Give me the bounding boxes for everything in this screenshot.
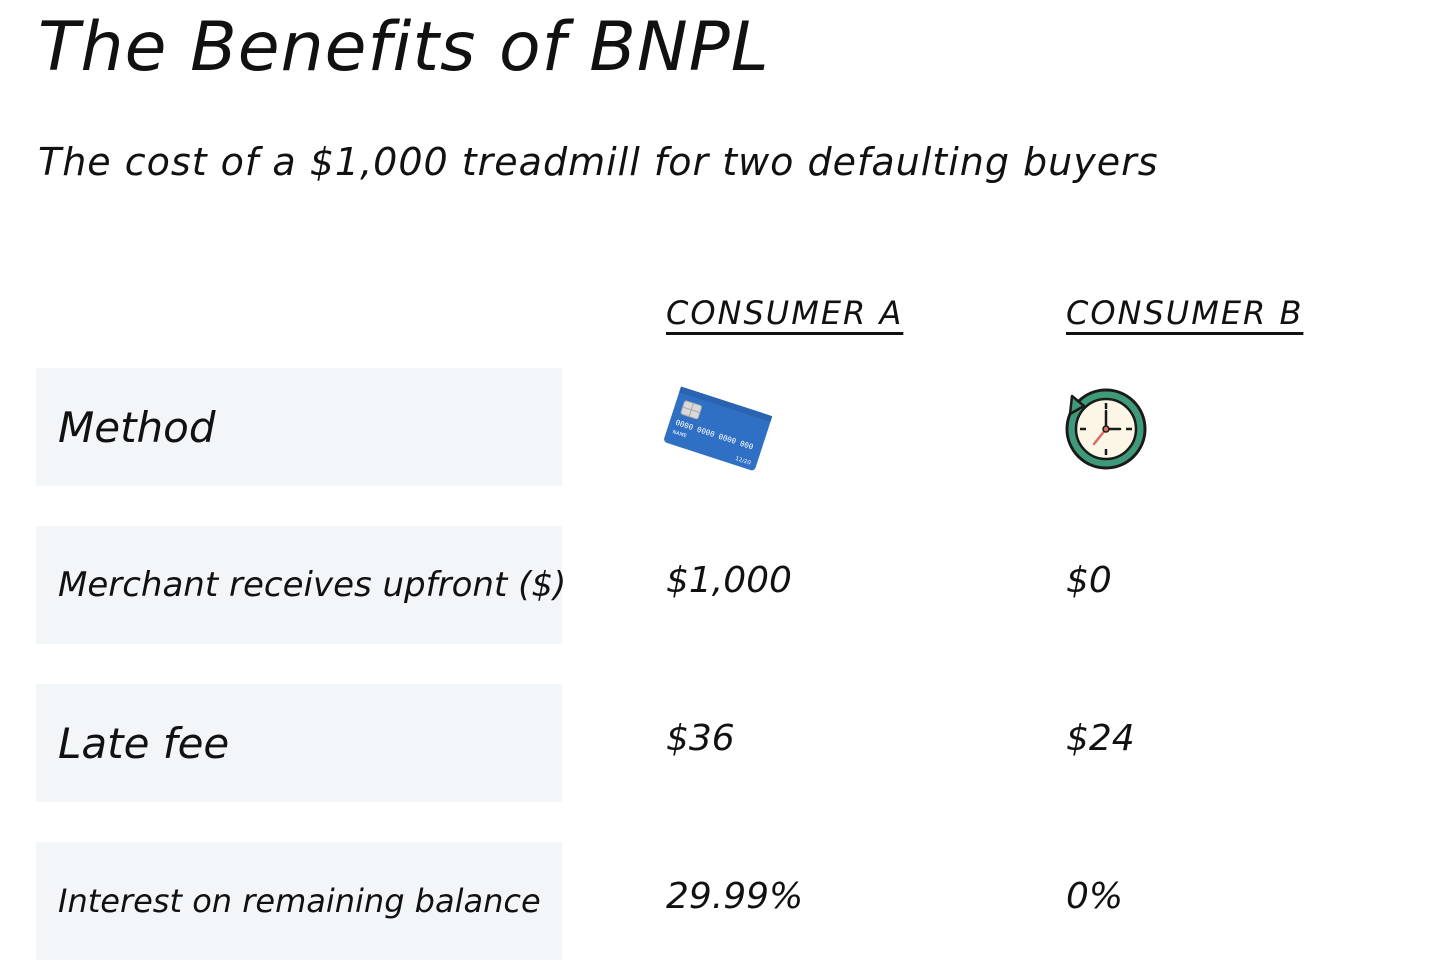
cell-consumer-b-late-fee: $24 xyxy=(1066,718,1135,759)
clock-icon xyxy=(1065,388,1147,470)
cell-consumer-a-interest: 29.99% xyxy=(666,876,804,917)
cell-consumer-b-interest: 0% xyxy=(1066,876,1124,917)
card-name: NAME xyxy=(672,429,688,439)
clock-arrow xyxy=(1068,394,1086,416)
page-title: The Benefits of BNPL xyxy=(38,8,770,87)
column-header-consumer-b: CONSUMER B xyxy=(1066,294,1304,332)
cell-consumer-a-late-fee: $36 xyxy=(666,718,735,759)
card-expiry: 12/20 xyxy=(734,456,751,467)
cell-consumer-b-merchant-upfront: $0 xyxy=(1066,560,1112,601)
card-stripe xyxy=(679,386,772,422)
row-label-method: Method xyxy=(36,368,562,486)
credit-card-icon: 0000 0000 0000 000 NAME 12/20 xyxy=(664,386,772,471)
row-label-late-fee: Late fee xyxy=(36,684,562,802)
column-header-consumer-a: CONSUMER A xyxy=(666,294,904,332)
row-label-merchant-upfront: Merchant receives upfront ($) xyxy=(36,526,566,644)
cell-consumer-a-merchant-upfront: $1,000 xyxy=(666,560,792,601)
row-label-interest: Interest on remaining balance xyxy=(36,842,562,960)
page-subtitle: The cost of a $1,000 treadmill for two d… xyxy=(38,140,1159,184)
